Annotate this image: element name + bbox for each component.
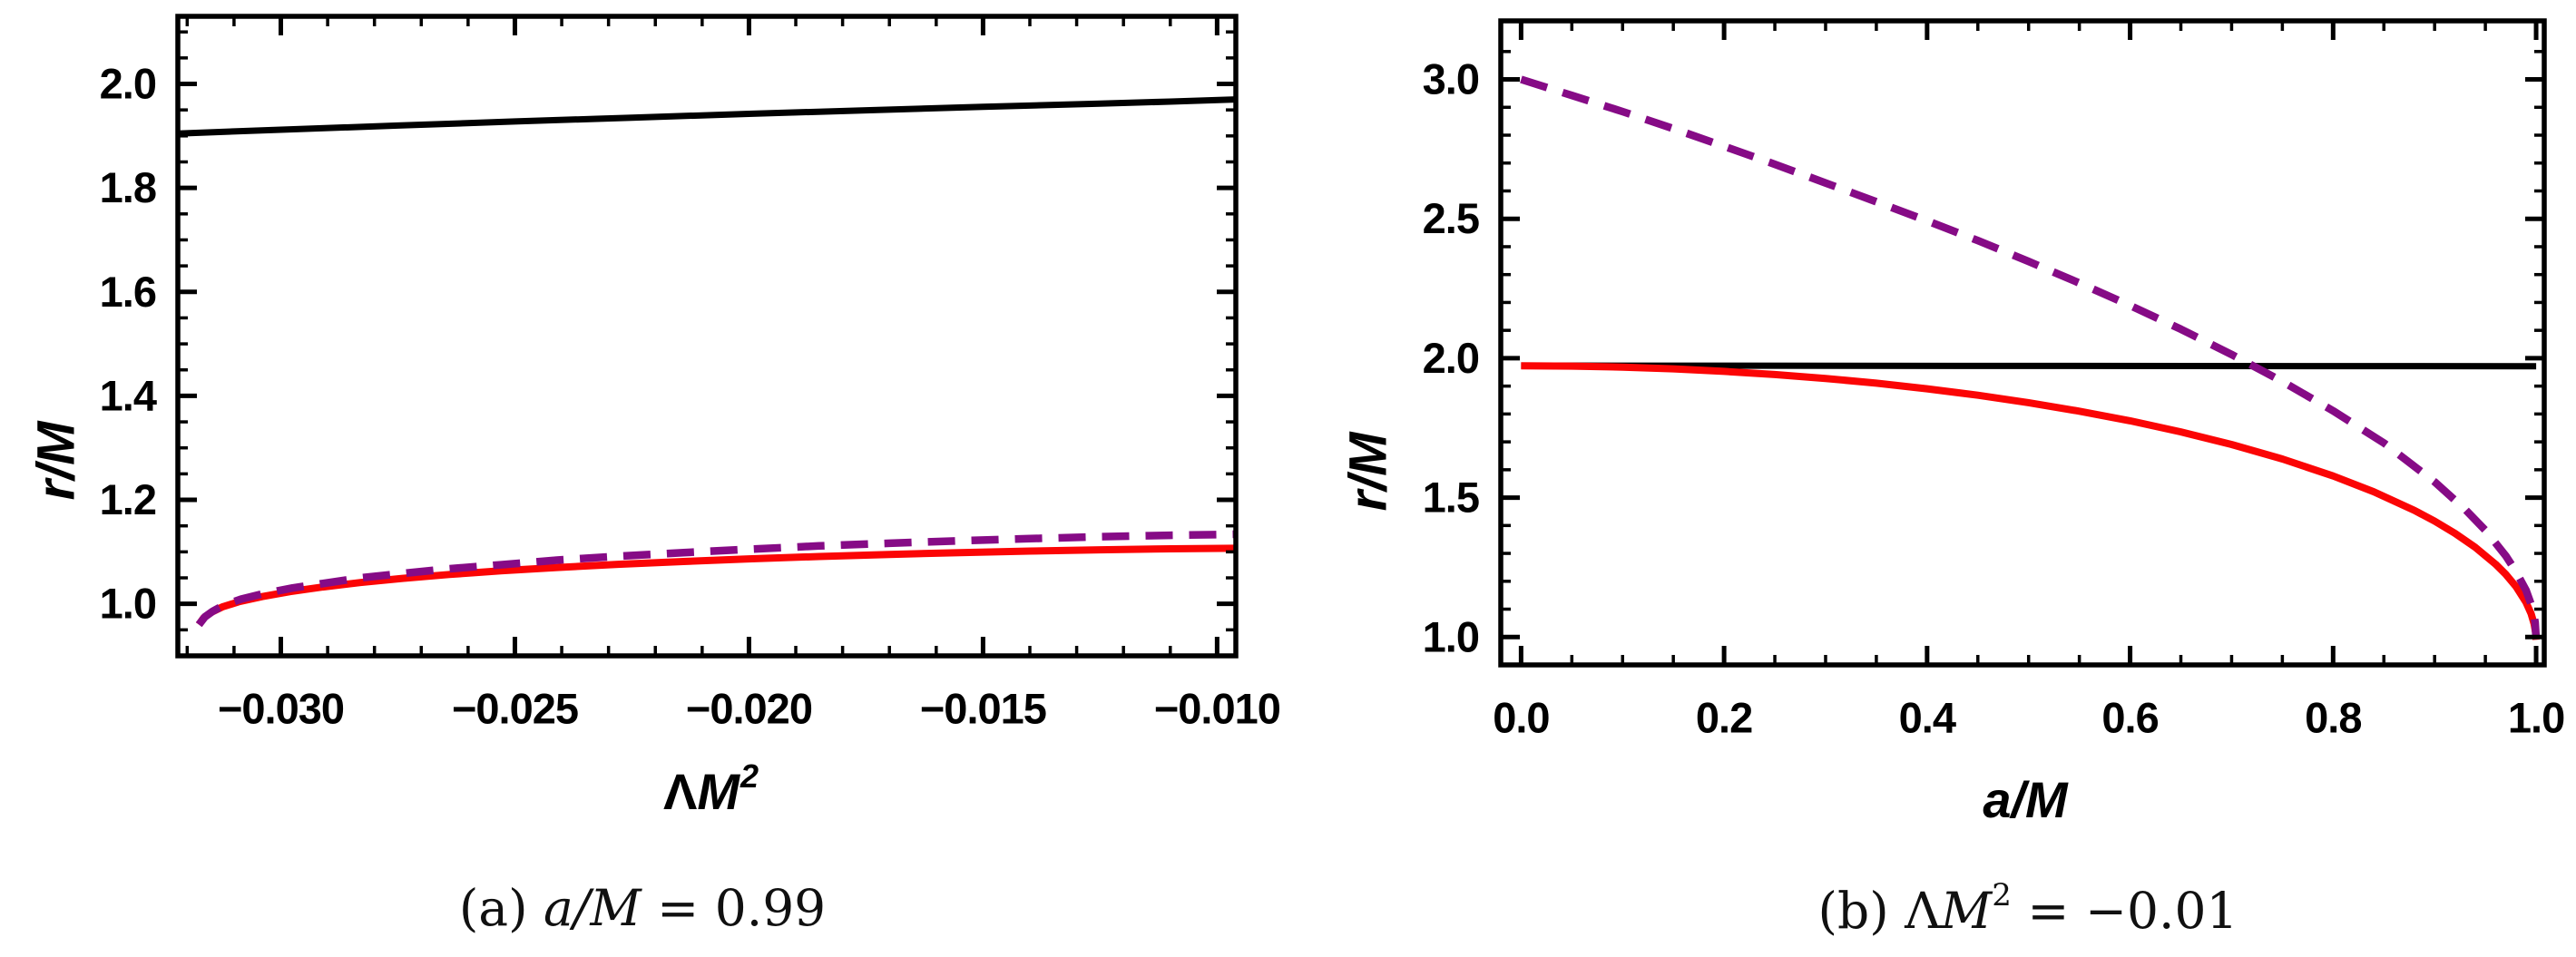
caption-a: (a) a/M = 0.99 [459,879,826,937]
x-tick-label: 1.0 [2508,693,2564,741]
x-axis-label-a-symbol: Λ [662,762,698,820]
plot-frame [1498,18,2547,668]
x-tick-label: −0.030 [218,684,344,732]
x-tick-label: −0.020 [686,684,812,732]
y-tick-label: 3.0 [1423,55,1479,103]
y-axis-label-a-text: r/M [26,421,86,501]
caption-a-prefix: (a) [458,879,544,937]
panel-b: 0.0 0.2 0.4 0.6 0.8 1.0 1.0 1.5 2.0 2.5 3.0 r/M a/… [1288,0,2576,957]
y-tick-label: 1.2 [100,475,156,523]
x-axis-label-b: a/M [1983,769,2067,829]
series-purple-dashed-curve [195,530,1237,628]
x-axis-label-a: ΛM2 [662,757,759,821]
x-tick-label: −0.015 [920,684,1046,732]
panel-a: −0.030 −0.025 −0.020 −0.015 −0.010 1.0 1.2 1.4 1… [26,14,1281,937]
x-tick-label: −0.025 [452,684,578,732]
y-tick-label: 1.0 [1423,612,1479,660]
y-tick-label: 2.5 [1423,194,1479,242]
x-tick-label: −0.010 [1154,684,1280,732]
y-axis-label-b-text: r/M [1338,432,1398,512]
x-tick-label: 0.6 [2101,693,2158,741]
plot-a-canvas: −0.030 −0.025 −0.020 −0.015 −0.010 1.0 1.2 1.4 1… [100,14,1281,732]
y-tick-label: 1.6 [100,268,156,316]
x-axis-label-a-superscript: 2 [739,757,759,796]
y-tick-label: 1.4 [100,371,157,419]
plot-b-canvas: 0.0 0.2 0.4 0.6 0.8 1.0 1.0 1.5 2.0 2.5 3.0 [1423,18,2565,741]
series-red-solid-curve [195,544,1237,627]
y-tick-label: 1.0 [100,580,156,628]
y-axis-label-a: r/M [26,422,87,501]
y-tick-label: 1.8 [100,163,156,211]
x-axis-label-a-variable: M [697,762,739,820]
y-tick-label: 2.0 [1423,334,1479,382]
series-purple-dashed-curve [1520,75,2541,640]
x-tick-label: 0.0 [1493,693,1549,741]
x-axis-label-b-variable: a/M [1983,770,2068,828]
caption-b-value: = −0.01 [2011,882,2238,940]
y-axis-label-b: r/M [1338,433,1399,512]
caption-a-variable: a/M [544,879,642,937]
y-tick-label: 1.5 [1423,474,1479,522]
caption-b: (b) ΛM2 = −0.01 [1817,877,2238,940]
caption-b-prefix: (b) [1817,882,1905,940]
caption-b-superscript: 2 [1992,876,2012,913]
caption-a-value: = 0.99 [641,879,827,937]
x-tick-label: 0.4 [1899,693,1956,741]
caption-b-symbol: Λ [1905,882,1941,940]
x-tick-label: 0.8 [2305,693,2361,741]
x-tick-label: 0.2 [1696,693,1752,741]
y-tick-label: 2.0 [100,60,156,108]
series-red-solid-curve [1521,362,2541,640]
caption-b-variable: M [1940,882,1993,940]
series-black-solid-line [177,96,1237,137]
plot-frame [175,14,1239,659]
